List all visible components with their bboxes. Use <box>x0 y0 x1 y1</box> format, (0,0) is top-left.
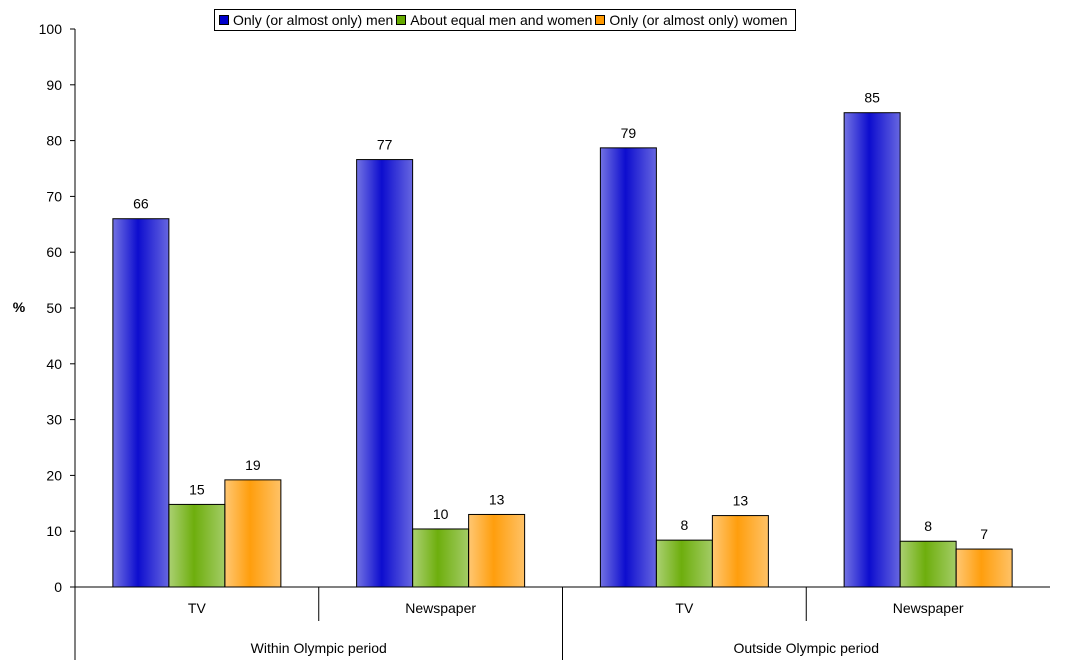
y-tick-label: 70 <box>46 188 62 204</box>
x-tick-label: Newspaper <box>405 600 476 616</box>
legend-swatch <box>396 15 407 25</box>
y-tick-label: 40 <box>46 356 62 372</box>
data-label: 13 <box>489 491 505 507</box>
legend-label: Only (or almost only) men <box>233 12 394 28</box>
x-tick-label: Newspaper <box>893 600 964 616</box>
legend: Only (or almost only) men About equal men… <box>214 9 796 31</box>
group-label: Outside Olympic period <box>733 640 879 656</box>
y-tick-label: 60 <box>46 244 62 260</box>
y-tick-label: 10 <box>46 523 62 539</box>
x-tick-label: TV <box>188 600 207 616</box>
bar <box>955 548 1013 588</box>
data-labels: 66 15 19 77 10 13 79 8 13 85 8 7 <box>133 90 988 542</box>
bar <box>468 513 526 588</box>
bar <box>655 539 713 588</box>
x-tick-label: TV <box>675 600 694 616</box>
bar <box>112 218 170 588</box>
data-label: 8 <box>924 518 932 534</box>
y-tick-label: 30 <box>46 412 62 428</box>
y-tick-label: 20 <box>46 467 62 483</box>
axes: 0 10 20 30 40 50 60 70 80 90 100 TV Newspaper TV Newsp… <box>39 21 1050 660</box>
legend-swatch <box>595 15 606 25</box>
data-label: 66 <box>133 196 149 212</box>
legend-label: Only (or almost only) women <box>609 12 788 28</box>
y-tick-label: 50 <box>46 300 62 316</box>
legend-swatch <box>219 15 229 25</box>
legend-item: Only (or almost only) women <box>595 12 788 28</box>
bar <box>224 479 282 588</box>
bar <box>356 159 414 588</box>
data-label: 7 <box>980 526 988 542</box>
y-axis-title: % <box>13 299 26 315</box>
data-label: 13 <box>733 493 749 509</box>
y-tick-label: 100 <box>39 21 63 37</box>
data-label: 8 <box>680 517 688 533</box>
bar <box>168 503 226 588</box>
legend-item: Only (or almost only) men <box>219 12 393 28</box>
bar <box>599 147 657 588</box>
bars <box>112 112 1013 588</box>
data-label: 85 <box>864 90 880 106</box>
y-tick-label: 0 <box>54 579 62 595</box>
data-label: 10 <box>433 506 449 522</box>
bar <box>711 515 769 588</box>
data-label: 77 <box>377 137 393 153</box>
bar <box>899 540 957 588</box>
data-label: 15 <box>189 481 205 497</box>
y-tick-label: 80 <box>46 133 62 149</box>
bar <box>843 112 901 588</box>
data-label: 19 <box>245 457 261 473</box>
y-tick-label: 90 <box>46 77 62 93</box>
legend-item: About equal men and women <box>396 12 592 28</box>
legend-label: About equal men and women <box>410 12 593 28</box>
bar <box>412 528 470 588</box>
data-label: 79 <box>621 125 637 141</box>
group-label: Within Olympic period <box>251 640 387 656</box>
